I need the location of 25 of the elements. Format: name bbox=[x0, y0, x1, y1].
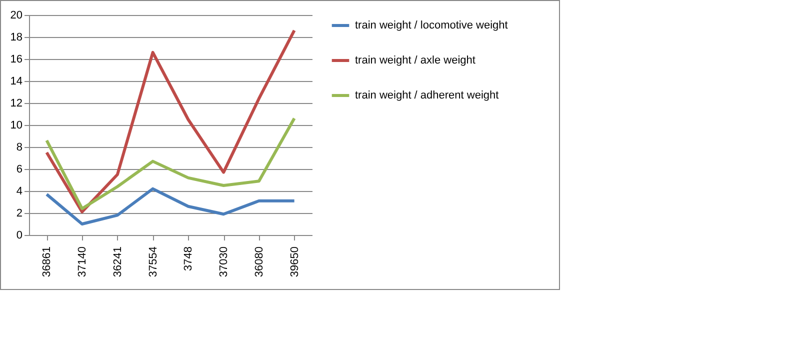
y-tick-label: 8 bbox=[16, 142, 22, 154]
x-tick-label: 37554 bbox=[147, 246, 160, 278]
x-tick-label: 37030 bbox=[218, 246, 230, 278]
x-tick-label: 37140 bbox=[76, 246, 89, 278]
y-tick-label: 20 bbox=[10, 10, 22, 22]
y-tick-label: 14 bbox=[10, 76, 22, 88]
line-series bbox=[45, 116, 296, 210]
x-tick-label: 3748 bbox=[182, 246, 195, 271]
y-tick-label: 18 bbox=[10, 32, 22, 44]
y-tick-label: 6 bbox=[16, 164, 22, 176]
line-series bbox=[45, 187, 296, 226]
legend-label: train weight / axle weight bbox=[355, 54, 476, 66]
y-tick-label: 10 bbox=[10, 120, 22, 132]
y-tick-label: 4 bbox=[16, 186, 22, 198]
x-tick-label: 36080 bbox=[253, 246, 266, 278]
y-tick-label: 2 bbox=[16, 208, 22, 220]
legend-label: train weight / adherent weight bbox=[355, 90, 499, 102]
y-tick-label: 16 bbox=[10, 54, 22, 66]
x-tick-label: 36861 bbox=[41, 246, 54, 278]
legend-label: train weight / locomotive weight bbox=[355, 20, 508, 32]
y-tick-label: 0 bbox=[16, 230, 22, 242]
x-tick-label: 39650 bbox=[288, 246, 301, 278]
y-tick-label: 12 bbox=[10, 98, 22, 110]
x-tick-label: 36241 bbox=[112, 246, 124, 278]
line-series bbox=[45, 28, 296, 214]
